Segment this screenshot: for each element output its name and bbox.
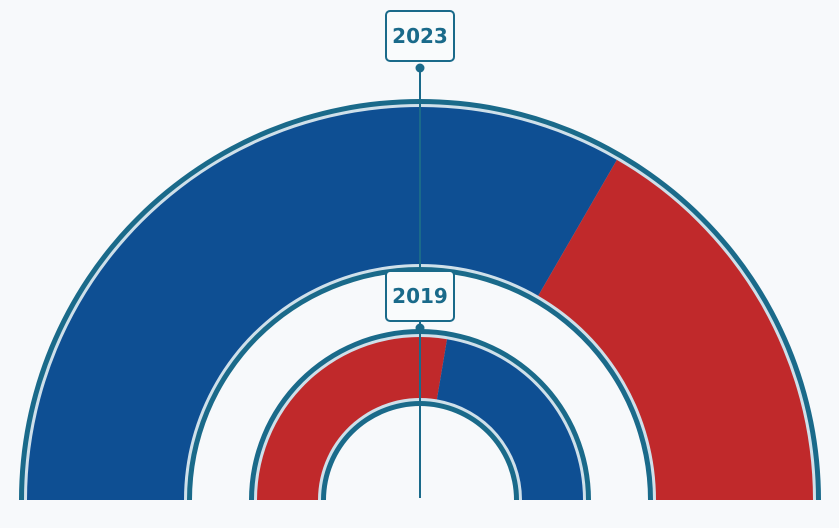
rings-group bbox=[19, 99, 821, 500]
year-label-2019: 2019 bbox=[385, 270, 455, 322]
year-label-2023: 2023 bbox=[385, 10, 455, 62]
year-label-2019-text: 2019 bbox=[392, 284, 448, 308]
slice-2023-red bbox=[538, 159, 813, 500]
slice-2023-blue bbox=[27, 107, 617, 500]
slice-2019-red bbox=[257, 337, 448, 500]
slice-2019-blue bbox=[436, 339, 583, 500]
leader-dot-2019 bbox=[415, 323, 425, 333]
leader-dot-2023 bbox=[415, 63, 425, 73]
year-label-2023-text: 2023 bbox=[392, 24, 448, 48]
